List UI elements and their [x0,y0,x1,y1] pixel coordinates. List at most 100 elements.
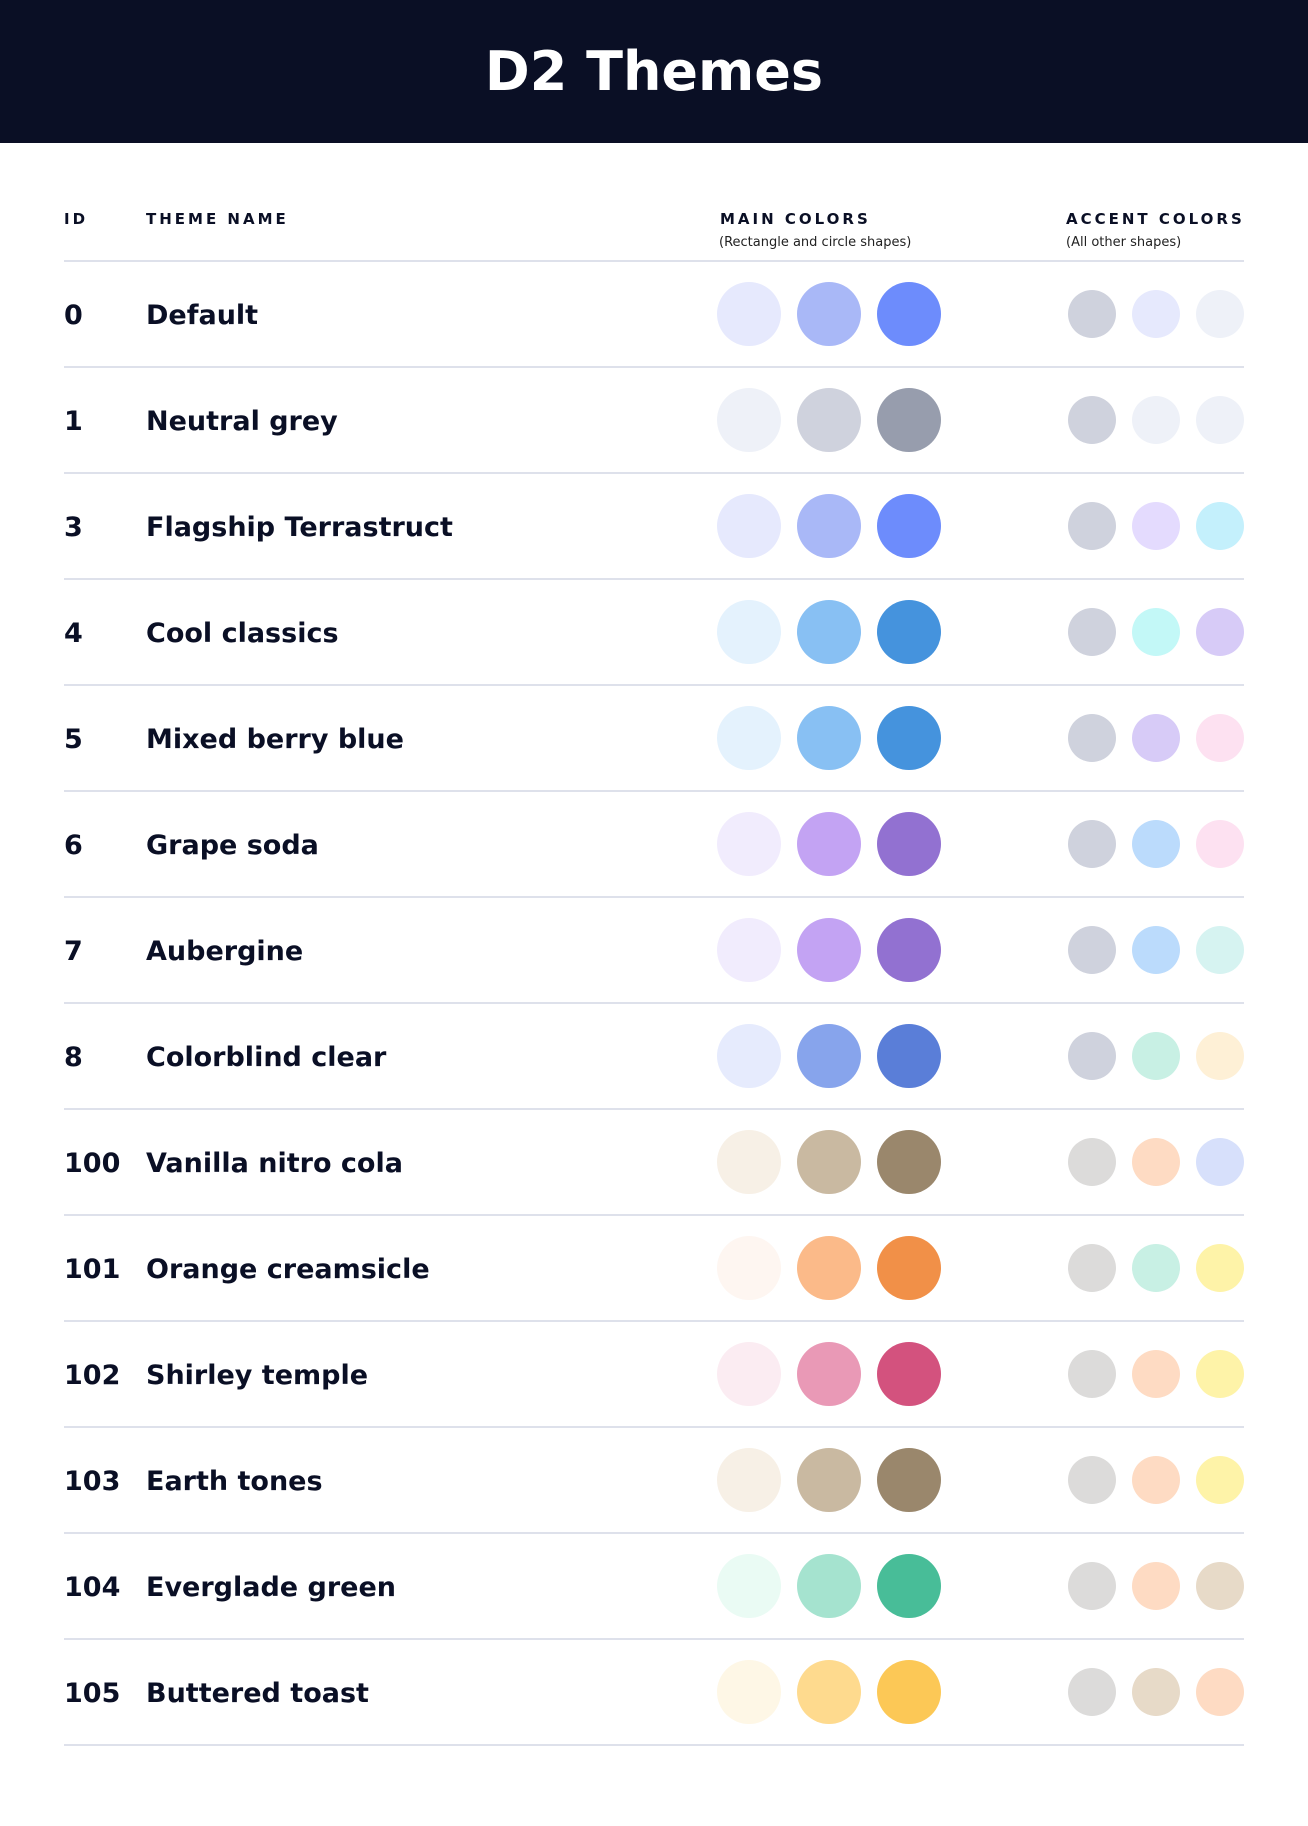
accent-color-swatch [1196,820,1244,868]
theme-row: 103 Earth tones [0,1428,1308,1534]
theme-name: Cool classics [146,618,339,649]
theme-name: Neutral grey [146,406,338,437]
row-divider [64,1320,1244,1322]
main-color-swatch [717,388,781,452]
main-color-swatch [797,918,861,982]
accent-color-swatch [1132,502,1180,550]
row-divider [64,790,1244,792]
main-color-swatch [717,1660,781,1724]
theme-name: Shirley temple [146,1360,369,1391]
main-color-swatch [877,600,941,664]
main-color-swatch [797,1660,861,1724]
accent-color-swatch [1068,926,1116,974]
accent-color-swatch [1196,1456,1244,1504]
theme-name: Flagship Terrastruct [146,512,453,543]
main-color-swatch [797,706,861,770]
theme-name: Orange creamsicle [146,1254,430,1285]
theme-name: Vanilla nitro cola [146,1148,403,1179]
theme-id: 101 [64,1254,121,1285]
accent-color-swatch [1132,1244,1180,1292]
accent-color-swatch [1068,290,1116,338]
accent-color-swatch [1196,926,1244,974]
accent-color-swatch [1132,1562,1180,1610]
theme-row: 6 Grape soda [0,792,1308,898]
page-header: D2 Themes [0,0,1308,143]
theme-name: Aubergine [146,936,304,967]
row-divider [64,1426,1244,1428]
main-color-swatch [877,1342,941,1406]
page-title: D2 Themes [484,40,824,103]
row-divider [64,472,1244,474]
main-color-swatch [877,1554,941,1618]
main-color-swatch [877,706,941,770]
accent-color-swatch [1068,1350,1116,1398]
main-color-swatch [717,1554,781,1618]
theme-name: Everglade green [146,1572,397,1603]
accent-color-swatch [1196,1032,1244,1080]
accent-color-swatch [1132,1456,1180,1504]
accent-color-swatch [1068,608,1116,656]
main-color-swatch [797,1024,861,1088]
accent-color-swatch [1068,502,1116,550]
theme-id: 7 [64,936,83,967]
column-header-id: ID [64,210,89,228]
row-divider [64,896,1244,898]
theme-id: 100 [64,1148,121,1179]
theme-name: Earth tones [146,1466,323,1497]
accent-color-swatch [1068,396,1116,444]
theme-id: 8 [64,1042,83,1073]
theme-row: 8 Colorblind clear [0,1004,1308,1110]
theme-id: 6 [64,830,83,861]
accent-color-swatch [1132,396,1180,444]
main-color-swatch [797,494,861,558]
main-color-swatch [877,1024,941,1088]
row-divider [64,1744,1244,1746]
row-divider [64,1532,1244,1534]
main-color-swatch [877,282,941,346]
accent-color-swatch [1132,1032,1180,1080]
main-color-swatch [717,600,781,664]
theme-id: 103 [64,1466,121,1497]
accent-color-swatch [1196,502,1244,550]
row-divider [64,1214,1244,1216]
accent-color-swatch [1196,1562,1244,1610]
main-color-swatch [717,1448,781,1512]
accent-color-swatch [1196,1244,1244,1292]
main-color-swatch [877,1660,941,1724]
row-divider [64,578,1244,580]
main-color-swatch [877,1236,941,1300]
theme-id: 104 [64,1572,121,1603]
theme-row: 1 Neutral grey [0,368,1308,474]
main-color-swatch [877,1130,941,1194]
main-color-swatch [877,494,941,558]
theme-id: 5 [64,724,83,755]
main-color-swatch [717,918,781,982]
main-color-swatch [797,1342,861,1406]
theme-name: Colorblind clear [146,1042,387,1073]
header-divider [64,260,1244,262]
column-header-main: MAIN COLORS [720,210,871,228]
accent-color-swatch [1196,608,1244,656]
main-color-swatch [797,282,861,346]
theme-row: 3 Flagship Terrastruct [0,474,1308,580]
theme-row: 0 Default [0,262,1308,368]
main-color-swatch [797,600,861,664]
accent-color-swatch [1068,1456,1116,1504]
theme-row: 104 Everglade green [0,1534,1308,1640]
accent-color-swatch [1196,714,1244,762]
accent-color-swatch [1132,1350,1180,1398]
theme-id: 1 [64,406,83,437]
main-color-swatch [717,812,781,876]
theme-row: 101 Orange creamsicle [0,1216,1308,1322]
theme-id: 102 [64,1360,121,1391]
accent-color-swatch [1068,1138,1116,1186]
theme-name: Buttered toast [146,1678,369,1709]
main-color-swatch [797,1448,861,1512]
main-color-swatch [717,494,781,558]
accent-color-swatch [1068,1668,1116,1716]
accent-color-swatch [1196,290,1244,338]
theme-name: Mixed berry blue [146,724,404,755]
theme-id: 0 [64,300,83,331]
accent-color-swatch [1068,714,1116,762]
row-divider [64,1638,1244,1640]
